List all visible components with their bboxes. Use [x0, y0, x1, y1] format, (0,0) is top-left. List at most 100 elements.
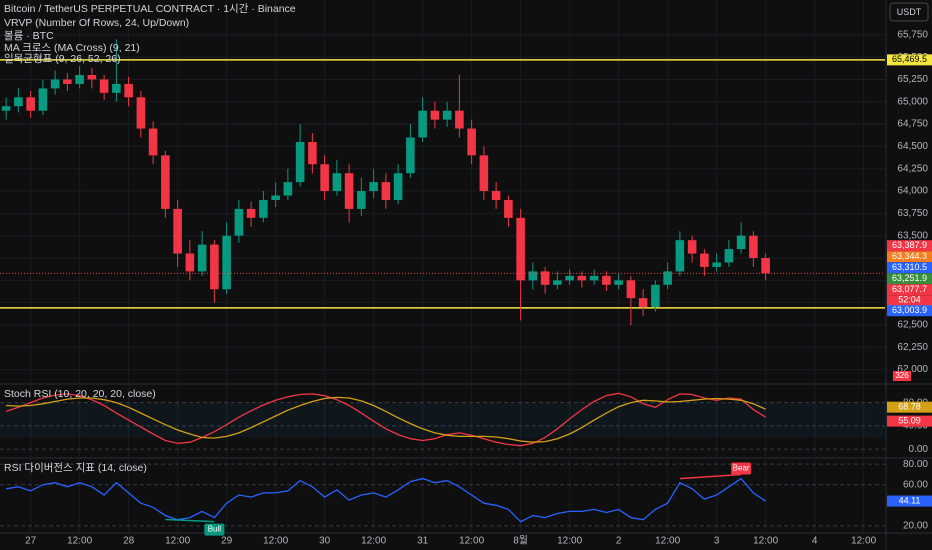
- volume-tag: [893, 371, 911, 381]
- candle-body: [430, 110, 440, 120]
- candle-body: [491, 191, 501, 200]
- x-tick-label: 12:00: [67, 536, 92, 547]
- candle-body: [210, 244, 219, 290]
- value-tag: [887, 495, 932, 507]
- level-tag-label: 65,469.5: [892, 54, 927, 64]
- indicator-line: [5, 477, 766, 523]
- candle-body: [234, 208, 244, 236]
- candle-body: [712, 262, 721, 267]
- candle-body: [173, 208, 182, 254]
- price-tag-label: 63,251.9: [892, 273, 927, 283]
- candle-body: [369, 182, 378, 192]
- candle-body: [161, 155, 170, 209]
- y-tick-label: 63,750: [897, 208, 928, 219]
- indicator-label: Stoch RSI (10, 20, 20, 20, close): [4, 388, 156, 400]
- value-tag-label: 68.78: [898, 402, 921, 412]
- candle-body: [320, 164, 329, 192]
- level-tag: [887, 54, 932, 66]
- candle-body: [504, 199, 513, 218]
- x-tick-label: 12:00: [459, 536, 484, 547]
- candle-body: [663, 271, 672, 285]
- currency-button[interactable]: [889, 2, 929, 22]
- indicator-label: MA 크로스 (MA Cross) (9, 21): [4, 42, 140, 54]
- candle-body: [246, 208, 256, 218]
- y-tick-label: 20.00: [903, 520, 928, 531]
- candle-body: [687, 240, 697, 254]
- candle-body: [332, 173, 342, 192]
- candle-body: [14, 97, 23, 107]
- price-tag-label: 63,344.3: [892, 251, 927, 261]
- x-tick-label: 12:00: [165, 536, 190, 547]
- candle-body: [749, 235, 758, 259]
- candle-body: [651, 284, 660, 308]
- divergence-line: [165, 518, 215, 523]
- countdown-tag: [887, 295, 932, 306]
- price-tag-label: 63,077.7: [892, 284, 927, 294]
- indicator-label: VRVP (Number Of Rows, 24, Up/Down): [4, 17, 189, 29]
- symbol-title: Bitcoin / TetherUS PERPETUAL CONTRACT · …: [4, 3, 296, 15]
- x-tick-label: 12:00: [851, 536, 876, 547]
- candle-body: [479, 155, 489, 192]
- annotation-box: [204, 523, 225, 536]
- x-tick-label: 4: [812, 536, 818, 547]
- price-tag-label: 63,003.9: [892, 305, 927, 315]
- y-tick-label: 62,500: [897, 320, 928, 331]
- candle-body: [63, 79, 72, 84]
- candle-body: [222, 235, 231, 290]
- candle-body: [675, 240, 685, 272]
- candle-body: [406, 137, 415, 174]
- x-tick-label: 27: [25, 536, 37, 547]
- x-tick-label: 8월: [513, 535, 528, 547]
- candle-body: [638, 298, 648, 308]
- price-tag-label: 63,310.5: [892, 262, 927, 272]
- indicator-label: 일목균형표 (9, 26, 52, 26): [4, 52, 121, 65]
- x-tick-label: 2: [616, 536, 622, 547]
- y-tick-label: 64,250: [897, 163, 928, 174]
- price-tag: [887, 305, 932, 317]
- x-tick-label: 31: [417, 536, 429, 547]
- price-tag: [887, 273, 932, 285]
- price-tag: [887, 240, 932, 252]
- x-tick-label: 12:00: [655, 536, 680, 547]
- x-tick-label: 30: [319, 536, 331, 547]
- candle-body: [528, 271, 538, 281]
- y-tick-label: 0.00: [909, 444, 929, 455]
- y-tick-label: 80.00: [903, 459, 928, 470]
- candle-body: [626, 280, 636, 299]
- x-tick-label: 28: [123, 536, 135, 547]
- candle-body: [540, 271, 550, 285]
- price-tag: [887, 284, 932, 296]
- candle-body: [381, 182, 391, 200]
- candle-body: [50, 79, 60, 89]
- y-tick-label: 62,250: [897, 342, 928, 353]
- candle-body: [565, 275, 574, 281]
- candle-body: [271, 195, 280, 200]
- candle-body: [112, 83, 121, 93]
- y-tick-label: 64,500: [897, 141, 928, 152]
- y-tick-label: 65,250: [897, 74, 928, 85]
- candle-body: [1, 106, 11, 111]
- annotation-box: [731, 462, 752, 475]
- indicator-label: RSI 다이버전스 지표 (14, close): [4, 462, 147, 474]
- candle-body: [724, 249, 734, 263]
- value-tag-label: 44.11: [899, 495, 921, 505]
- volume-label: 326: [895, 371, 909, 380]
- x-tick-label: 12:00: [753, 536, 778, 547]
- candle-body: [577, 275, 587, 281]
- y-tick-label: 65,750: [897, 29, 928, 40]
- candle-body: [38, 88, 48, 111]
- candle-body: [99, 79, 109, 93]
- candle-body: [357, 191, 366, 209]
- value-tag-label: 55.09: [898, 415, 921, 425]
- candle-body: [259, 199, 268, 218]
- x-tick-label: 12:00: [361, 536, 386, 547]
- candle-body: [124, 83, 133, 98]
- candle-body: [295, 141, 305, 183]
- y-tick-label: 65,000: [897, 96, 928, 107]
- candle-body: [589, 275, 599, 281]
- candle-body: [185, 253, 195, 272]
- x-tick-label: 3: [714, 536, 720, 547]
- candle-body: [136, 97, 146, 129]
- candle-body: [761, 258, 770, 274]
- candle-body: [442, 110, 452, 120]
